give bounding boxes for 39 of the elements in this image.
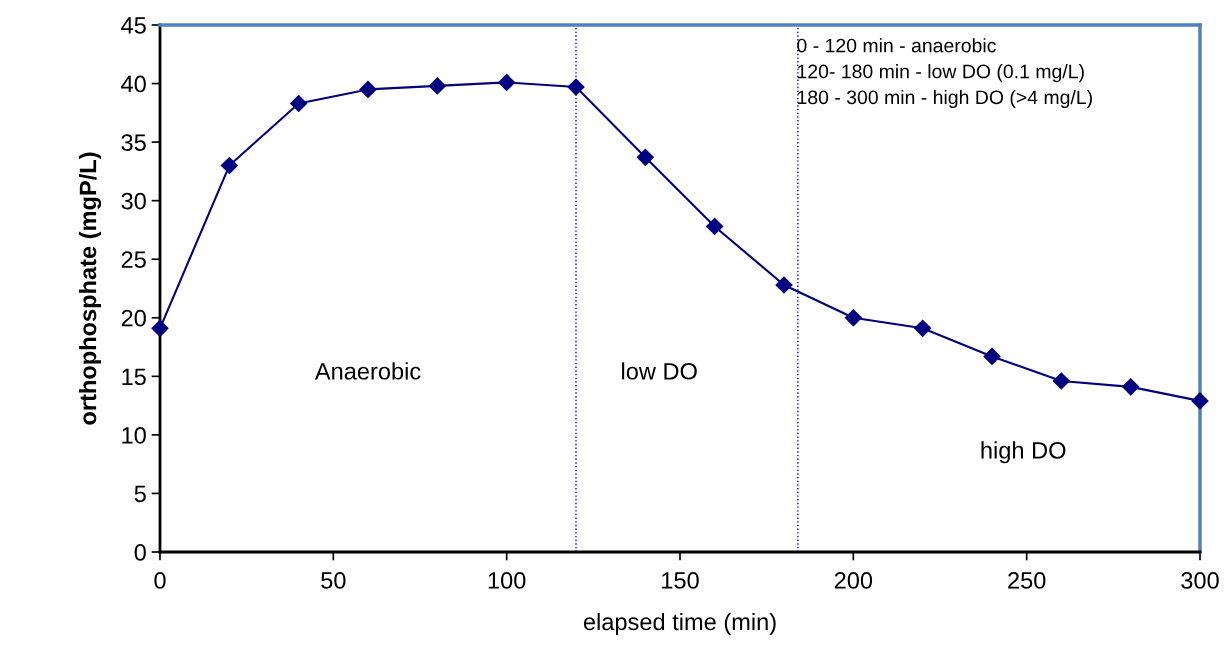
point (151, 319, 169, 337)
y-tick-label: 30 (121, 192, 146, 210)
y-tick-label: 20 (121, 309, 146, 327)
point (844, 309, 862, 327)
x-tick-label: 300 (1181, 572, 1219, 589)
y-tick-label: 10 (122, 426, 146, 444)
annotation: low DO (622, 362, 697, 380)
point (290, 94, 308, 113)
point (1122, 378, 1140, 396)
point (983, 347, 1001, 365)
y-tick-label: 45 (121, 17, 146, 34)
y-tick-label: 0 (134, 544, 146, 561)
point (1052, 372, 1070, 390)
point (498, 73, 516, 91)
y-tick-label: 35 (121, 134, 146, 151)
y-tick-label: 5 (134, 485, 146, 503)
y-tick-label: 40 (121, 75, 146, 93)
point (1191, 392, 1209, 410)
point (220, 156, 238, 175)
x-tick-label: 0 (154, 572, 166, 589)
x-tick-label: 50 (321, 572, 346, 589)
point (706, 217, 724, 235)
point (567, 78, 585, 96)
y-tick-label: 25 (121, 251, 146, 269)
annotation: high DO (981, 441, 1066, 464)
x-tick-label: 250 (1008, 572, 1046, 589)
annotation: 0 - 120 min - anaerobic 120- 180 min - low DO (0.1 mg/L) 180 - 300 min - high DO (>4 mg/L) (797, 38, 1092, 109)
point (914, 319, 932, 337)
point (428, 77, 446, 95)
point (359, 80, 377, 98)
y-tick-label: 15 (122, 368, 146, 386)
x-tick-label: 100 (488, 572, 526, 589)
point (775, 276, 793, 294)
annotation: Anaerobic (314, 362, 421, 380)
y-axis-title: orthophosphate (mgP/L) (78, 152, 102, 425)
point (636, 148, 654, 166)
x-tick-label: 200 (834, 572, 873, 589)
x-tick-label: 150 (662, 572, 699, 589)
x-axis-title: elapsed time (min) (583, 612, 776, 635)
